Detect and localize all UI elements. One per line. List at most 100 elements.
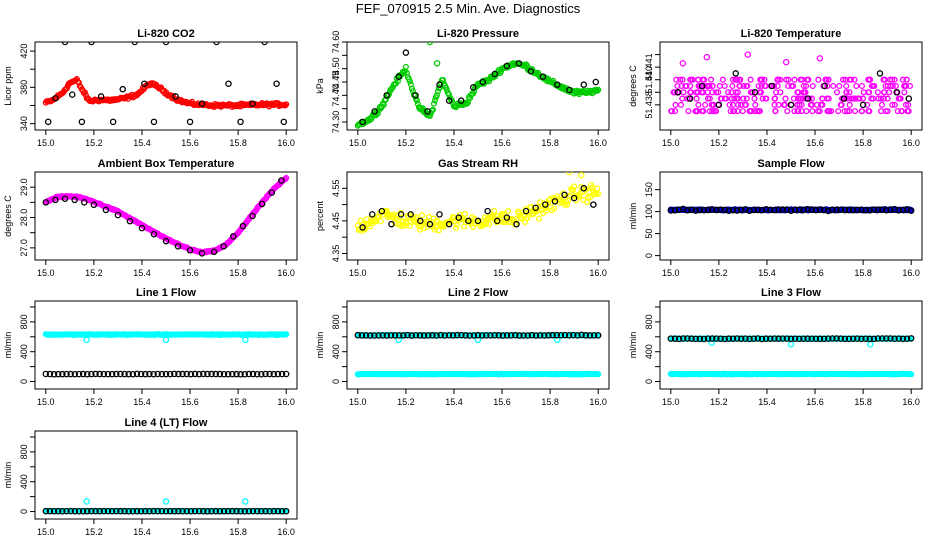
- average-marker: [383, 92, 390, 99]
- average-marker: [883, 335, 890, 342]
- series-point: [839, 76, 847, 83]
- average-marker: [249, 100, 256, 107]
- y-tick-label: 400: [644, 344, 654, 359]
- outlier-point: [242, 336, 249, 344]
- average-marker: [249, 212, 256, 220]
- series-point: [680, 89, 687, 96]
- average-marker: [791, 206, 799, 214]
- average-marker: [541, 332, 548, 339]
- average-marker: [158, 370, 166, 378]
- series-point: [694, 108, 701, 115]
- series-point: [677, 76, 684, 83]
- average-marker: [592, 78, 600, 86]
- series-point: [426, 112, 433, 119]
- y-tick-label: 50: [644, 229, 654, 239]
- average-marker: [270, 370, 278, 378]
- average-marker: [208, 370, 215, 378]
- series-point: [846, 108, 853, 115]
- average-marker: [208, 507, 215, 515]
- plot-frame: [346, 171, 610, 261]
- series-point: [731, 108, 738, 115]
- average-marker: [675, 335, 683, 343]
- average-marker: [503, 332, 511, 339]
- average-marker: [61, 195, 69, 202]
- average-marker: [907, 335, 915, 342]
- series-point: [846, 89, 853, 96]
- average-marker: [717, 335, 724, 342]
- y-tick-label: 0: [19, 509, 29, 514]
- average-marker: [216, 370, 224, 378]
- average-marker: [746, 335, 753, 343]
- y-tick-label: 0: [644, 379, 654, 384]
- average-marker: [81, 199, 88, 206]
- average-marker: [671, 335, 679, 342]
- average-marker: [278, 370, 286, 378]
- average-marker: [849, 335, 857, 342]
- series-point: [713, 108, 720, 115]
- series-point: [772, 108, 779, 115]
- outlier-point: [162, 336, 170, 344]
- average-marker: [903, 335, 911, 342]
- series-point: [721, 82, 728, 90]
- average-marker: [416, 332, 424, 339]
- average-marker: [715, 101, 723, 109]
- chart-title: Gas Stream RH: [438, 158, 518, 170]
- average-marker: [474, 217, 482, 225]
- x-tick-label: 15.8: [229, 138, 247, 148]
- x-tick-label: 16.0: [902, 268, 920, 278]
- series-point: [794, 101, 801, 108]
- series-point: [696, 82, 703, 90]
- series-point: [798, 108, 805, 115]
- series-point: [498, 210, 506, 217]
- x-tick-label: 15.0: [349, 138, 367, 148]
- series-point: [461, 210, 469, 218]
- average-marker: [458, 331, 465, 339]
- average-marker: [524, 332, 531, 339]
- series-point: [758, 82, 765, 90]
- series-point: [752, 101, 759, 108]
- average-marker: [713, 206, 720, 214]
- average-marker: [545, 332, 552, 339]
- series-point: [541, 200, 548, 207]
- average-marker: [746, 207, 753, 214]
- average-marker: [721, 335, 728, 343]
- average-marker: [733, 207, 741, 214]
- y-axis-label: kPa: [315, 78, 325, 94]
- average-marker: [162, 508, 170, 515]
- average-marker: [709, 206, 716, 213]
- series-point: [729, 82, 736, 90]
- chart-co2: Li-820 CO2 Licor ppm 15.0 15.2 15.4 15.6 15.8 1…: [3, 28, 298, 148]
- average-marker: [88, 507, 95, 515]
- series-point: [685, 108, 692, 115]
- average-marker: [425, 332, 432, 339]
- average-marker: [71, 507, 79, 515]
- series-point: [673, 76, 680, 83]
- series-point: [532, 207, 539, 214]
- series-point: [899, 76, 906, 83]
- average-marker: [92, 507, 99, 515]
- y-tick-label: 29.0: [19, 178, 29, 196]
- average-marker: [779, 335, 786, 342]
- average-marker: [858, 206, 865, 214]
- average-marker: [237, 118, 244, 126]
- series-point: [571, 183, 578, 190]
- x-tick-label: 15.4: [445, 138, 463, 148]
- series-point: [432, 223, 439, 231]
- x-tick-label: 15.8: [541, 138, 559, 148]
- series-point: [402, 63, 409, 70]
- x-tick-label: 15.8: [229, 527, 247, 537]
- outlier-point: [426, 42, 434, 46]
- outlier-point: [679, 60, 687, 67]
- average-marker: [679, 335, 687, 342]
- average-marker: [379, 332, 386, 339]
- average-marker: [578, 331, 585, 339]
- average-marker: [899, 335, 907, 343]
- series-point: [562, 201, 569, 208]
- series-point: [283, 331, 290, 338]
- y-tick-label: 74.30: [331, 111, 341, 134]
- chart-line4: Line 4 (LT) Flow ml/min 15.0 15.2 15.4 15.6 15…: [3, 417, 298, 537]
- average-marker: [63, 507, 70, 515]
- x-tick-label: 16.0: [277, 527, 295, 537]
- series-point: [533, 208, 540, 215]
- average-marker: [220, 507, 228, 515]
